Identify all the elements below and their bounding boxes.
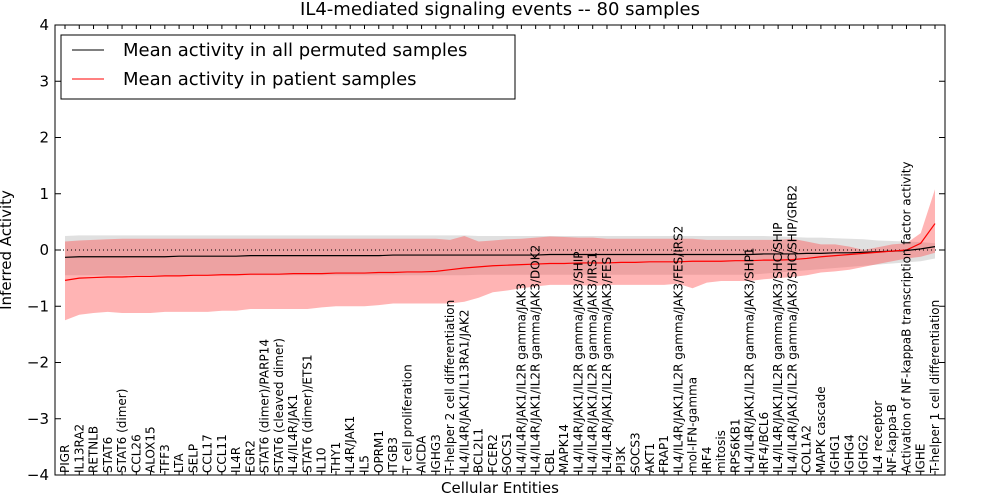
x-category-label: mol-IFN-gamma — [686, 377, 700, 473]
x-category-label: IRF4 — [700, 447, 714, 473]
x-category-label: STAT6 (dimer) — [115, 389, 129, 473]
x-category-label: STAT6 (dimer)/PARP14 — [258, 339, 272, 473]
x-category-label: T-helper 1 cell differentiation — [928, 300, 942, 474]
x-category-label: IGHE — [914, 444, 928, 473]
x-category-label: mitosis — [714, 430, 728, 473]
x-category-label: IL4/IL4R/JAK1/IL2R gamma/JAK3/SHC/SHIP/G… — [785, 185, 799, 473]
x-category-label: CCL17 — [201, 434, 215, 473]
x-category-label: EGR2 — [243, 440, 257, 473]
y-tick-label: 3 — [39, 72, 49, 90]
x-category-label: FCER2 — [486, 434, 500, 473]
x-category-label: IGHG2 — [857, 434, 871, 473]
series-line-permuted — [64, 246, 936, 258]
x-category-label: IGHG3 — [429, 434, 443, 473]
y-tick-label: 1 — [39, 185, 49, 203]
x-category-label: FRAP1 — [657, 435, 671, 473]
x-category-label: LTA — [172, 453, 186, 473]
legend-box — [60, 34, 516, 100]
x-category-label: AICDA — [415, 435, 429, 473]
x-category-label: Activation of NF-kappaB transcription fa… — [899, 161, 913, 473]
x-category-label: IL4/IL4R/JAK1/IL2R gamma/JAK3/DOK2 — [529, 245, 543, 473]
x-category-label: CCL26 — [129, 434, 143, 473]
x-category-label: IL4/IL4R/JAK1/IL13RA1/JAK2 — [457, 310, 471, 473]
x-category-label: SOCS1 — [500, 432, 514, 473]
x-category-label: COL1A2 — [800, 425, 814, 473]
x-category-label: SOCS3 — [628, 432, 642, 473]
x-category-label: CBL — [543, 449, 557, 473]
x-category-label: IL4/IL4R/JAK1/IL2R gamma/JAK3/SHP1 — [743, 247, 757, 473]
x-category-label: OPRM1 — [372, 430, 386, 473]
x-category-label: MAPK cascade — [814, 386, 828, 473]
x-category-label: SELP — [186, 444, 200, 473]
x-category-label: IL4/IL4R/JAK1/IL2R gamma/JAK3/SHC/SHIP — [771, 222, 785, 473]
x-category-label: T cell proliferation — [400, 364, 414, 474]
legend-label-patient: Mean activity in patient samples — [123, 69, 417, 90]
x-category-label: RETNLB — [87, 426, 101, 473]
chart-title: IL4-mediated signaling events -- 80 samp… — [300, 0, 700, 20]
x-category-label: TFF3 — [158, 444, 172, 474]
x-category-label: IL10 — [315, 448, 329, 474]
x-category-label: THY1 — [329, 442, 343, 474]
x-category-label: AKT1 — [643, 443, 657, 473]
x-category-label: IL4/IL4R/JAK1/IL2R gamma/JAK3/FES — [600, 257, 614, 473]
x-category-label: PIGR — [58, 445, 72, 473]
y-tick-label: −1 — [27, 297, 49, 315]
series-line-patient — [64, 223, 936, 281]
x-category-label: STAT6 (cleaved dimer) — [272, 338, 286, 473]
y-tick-label: −2 — [27, 354, 49, 372]
x-category-label: BCL2L1 — [472, 428, 486, 473]
x-category-label: RPS6KB1 — [728, 418, 742, 473]
x-category-label: IGHG1 — [828, 434, 842, 473]
y-tick-label: 0 — [39, 241, 49, 259]
x-category-label: ITGB3 — [386, 437, 400, 473]
legend: Mean activity in all permuted samples Me… — [60, 34, 516, 100]
x-category-label: IL4/IL4R/JAK1 — [286, 394, 300, 473]
y-tick-label: −3 — [27, 410, 49, 428]
y-axis-label: Inferred Activity — [0, 190, 15, 310]
x-category-label: IL4R — [229, 447, 243, 473]
x-category-label: IGHG4 — [842, 434, 856, 473]
x-category-label: IRF4/BCL6 — [757, 412, 771, 473]
x-axis-label: Cellular Entities — [441, 479, 559, 497]
x-category-label: T-helper 2 cell differentiation — [443, 300, 457, 474]
x-category-label: IL4/IL4R/JAK1/IL2R gamma/JAK3/FES/IRS2 — [671, 226, 685, 473]
x-category-label: STAT6 — [101, 437, 115, 473]
legend-label-permuted: Mean activity in all permuted samples — [123, 40, 467, 61]
x-category-label: STAT6 (dimer)/ETS1 — [300, 354, 314, 473]
x-category-label: IL4 receptor — [871, 401, 885, 473]
x-category-label: IL4/IL4R/JAK1/IL2R gamma/JAK3/IRS1 — [586, 252, 600, 473]
x-category-label: IL4/IL4R/JAK1/IL2R gamma/JAK3 — [514, 283, 528, 473]
x-category-label: IL5 — [358, 455, 372, 473]
x-category-label: ALOX15 — [144, 426, 158, 473]
x-category-label: NF-kappa-B — [885, 404, 899, 473]
x-category-label: IL4R/JAK1 — [343, 416, 357, 473]
y-tick-label: 4 — [39, 16, 49, 34]
x-category-label: PI3K — [614, 446, 628, 473]
x-category-label: IL4/IL4R/JAK1/IL2R gamma/JAK3/SHIP — [571, 252, 585, 473]
y-tick-label: 2 — [39, 129, 49, 147]
x-category-label: IL13RA2 — [72, 424, 86, 473]
x-category-label: MAPK14 — [557, 424, 571, 473]
x-category-label: CCL11 — [215, 434, 229, 473]
y-tick-label: −4 — [27, 466, 49, 484]
